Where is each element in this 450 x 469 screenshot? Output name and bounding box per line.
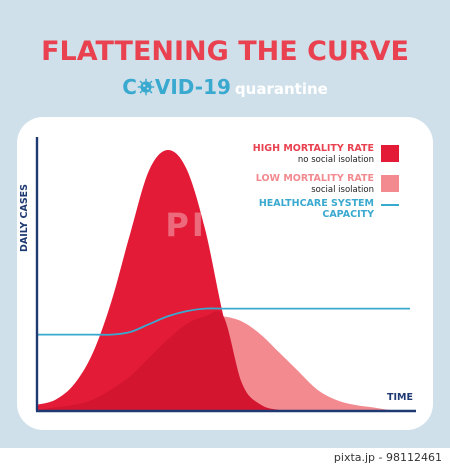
subtitle-quarantine: quarantine — [234, 80, 328, 98]
footer-bar: pixta.jp - 98112461 — [0, 448, 450, 469]
legend-subtitle-0: no social isolation — [298, 155, 374, 165]
legend-title-1-0: LOW MORTALITY RATE — [256, 173, 374, 184]
page-title: FLATTENING THE CURVE — [41, 36, 409, 67]
y-axis-label: DAILY CASES — [19, 184, 30, 252]
subtitle-line: C VID-19 quarantine — [0, 75, 450, 99]
series-overlap-area — [37, 311, 410, 410]
legend-swatch-1 — [381, 175, 399, 192]
legend-title-2-1: CAPACITY — [322, 209, 374, 220]
covid-label: C VID-19 — [122, 75, 231, 99]
virus-icon — [137, 78, 155, 96]
series-capacity-line — [36, 307, 410, 336]
legend-swatch-0 — [381, 145, 399, 162]
series-high-mortality-area — [37, 149, 410, 411]
covid-suffix: VID-19 — [154, 75, 231, 99]
x-axis-label: TIME — [387, 392, 413, 403]
legend-title-2-0: HEALTHCARE SYSTEM — [259, 198, 374, 209]
footer-credit: pixta.jp - 98112461 — [333, 451, 442, 464]
legend-subtitle-1: social isolation — [311, 185, 374, 195]
covid-prefix: C — [122, 75, 137, 99]
legend-title-0-0: HIGH MORTALITY RATE — [253, 143, 374, 154]
watermark-text: PIXTA — [165, 206, 284, 244]
